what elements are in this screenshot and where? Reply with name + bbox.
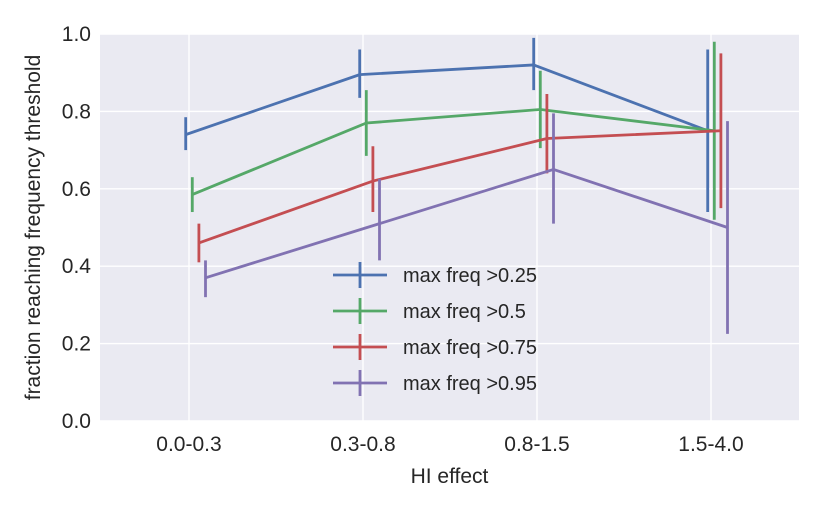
legend-label: max freq >0.95 — [403, 373, 537, 395]
y-tick-label: 0.6 — [62, 178, 91, 201]
y-tick-label: 0.2 — [62, 333, 91, 356]
legend: max freq >0.25 max freq >0.5 max freq >0.7… — [333, 262, 537, 396]
x-tick-label: 0.0-0.3 — [156, 433, 221, 456]
y-axis-label: fraction reaching frequency threshold — [22, 55, 45, 401]
y-ticks: 0.0 0.2 0.4 0.6 0.8 1.0 — [62, 23, 92, 433]
series-line — [205, 168, 728, 280]
y-tick-label: 0.4 — [62, 255, 92, 278]
series-line — [191, 108, 715, 196]
series-group — [184, 37, 710, 213]
legend-item: max freq >0.95 — [333, 370, 537, 396]
series-group — [204, 113, 729, 334]
x-axis-label: HI effect — [411, 465, 489, 488]
legend-item: max freq >0.25 — [333, 262, 537, 288]
x-tick-label: 1.5-4.0 — [678, 433, 743, 456]
x-ticks: 0.0-0.3 0.3-0.8 0.8-1.5 1.5-4.0 — [156, 433, 743, 456]
x-tick-label: 0.8-1.5 — [504, 433, 569, 456]
series-line — [198, 129, 721, 245]
grid — [100, 33, 799, 422]
series-layer — [184, 37, 729, 334]
legend-label: max freq >0.75 — [403, 337, 537, 359]
y-tick-label: 1.0 — [62, 23, 91, 46]
legend-label: max freq >0.5 — [403, 301, 526, 323]
series-group — [197, 53, 723, 263]
plot-background — [100, 34, 799, 421]
y-tick-label: 0.0 — [62, 410, 91, 433]
legend-item: max freq >0.5 — [333, 298, 526, 324]
series-line — [185, 63, 709, 136]
x-tick-label: 0.3-0.8 — [330, 433, 395, 456]
legend-item: max freq >0.75 — [333, 334, 537, 360]
legend-label: max freq >0.25 — [403, 265, 537, 287]
y-tick-label: 0.8 — [62, 100, 91, 123]
